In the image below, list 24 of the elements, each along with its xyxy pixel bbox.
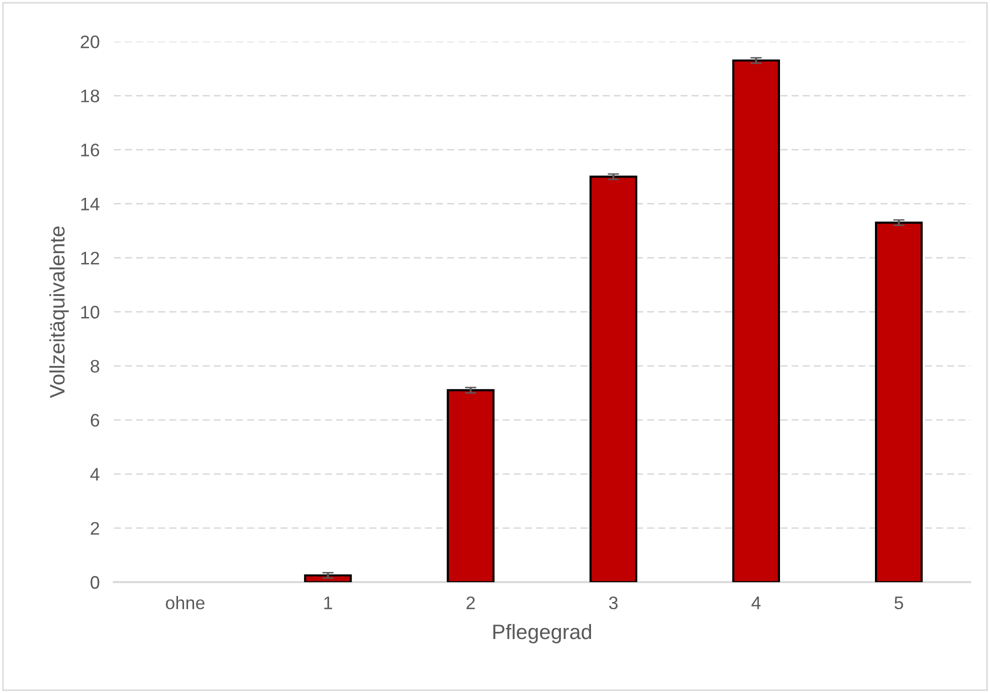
bar: [304, 574, 352, 582]
bar: [874, 222, 923, 582]
y-axis-title: Vollzeitäquivalente: [49, 226, 69, 398]
x-tick-label: 4: [752, 596, 761, 610]
x-tick-label: 5: [894, 596, 904, 610]
x-axis-title: Pflegegrad: [493, 624, 592, 644]
x-tick-label: 3: [609, 596, 618, 610]
y-tick-label: 20: [80, 36, 100, 48]
y-tick-label: 14: [81, 198, 100, 210]
y-tick-label: 8: [90, 360, 100, 373]
y-tick-label: 12: [81, 252, 100, 264]
x-tick-label: ohne: [166, 596, 204, 610]
y-tick-label: 0: [90, 576, 100, 589]
y-tick-label: 16: [81, 144, 100, 156]
y-tick-label: 4: [90, 468, 100, 481]
bar: [732, 59, 780, 582]
y-tick-label: 2: [90, 522, 100, 535]
bar: [590, 176, 638, 582]
y-tick-label: 18: [81, 90, 100, 102]
x-tick-label: 2: [466, 596, 475, 610]
y-tick-label: 10: [81, 306, 100, 319]
bar: [446, 389, 495, 582]
x-tick-label: 1: [324, 596, 332, 610]
y-tick-label: 6: [90, 414, 100, 427]
